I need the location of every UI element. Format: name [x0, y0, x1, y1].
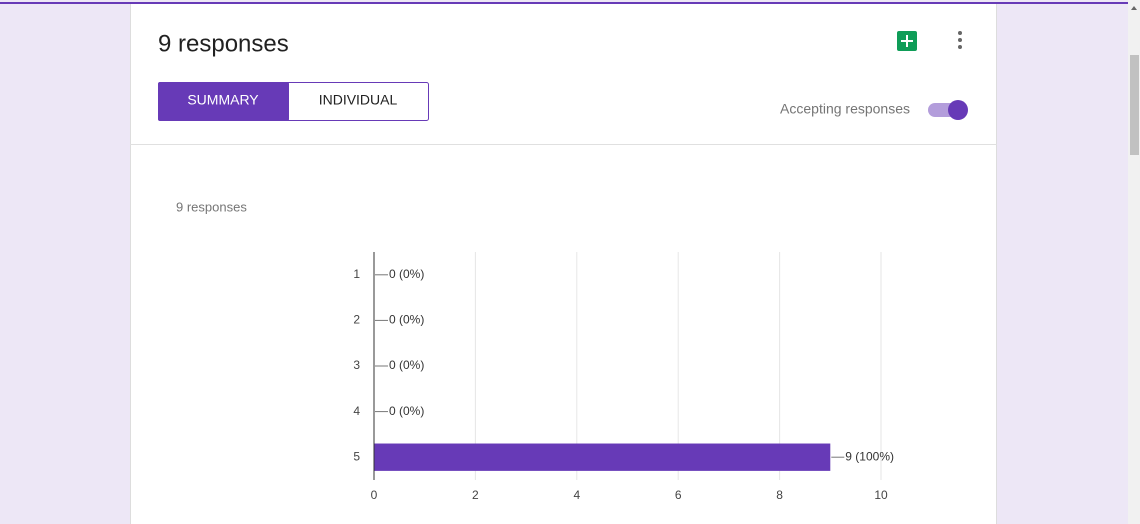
- dot: [958, 38, 962, 42]
- tab-label[interactable]: INDIVIDUAL: [319, 92, 398, 108]
- divider: [130, 144, 997, 145]
- value-label: 0 (0%): [389, 267, 424, 281]
- value-label: 0 (0%): [389, 358, 424, 372]
- y-tick-label: 4: [353, 404, 360, 418]
- summary-tab[interactable]: [158, 82, 289, 121]
- accepting-label: Accepting responses: [780, 101, 910, 117]
- scroll-up[interactable]: [1131, 6, 1137, 10]
- y-tick-label: 5: [353, 449, 360, 463]
- y-tick-label: 3: [353, 358, 360, 372]
- y-tick-label: 2: [353, 313, 360, 327]
- x-tick-label: 0: [371, 488, 378, 502]
- tab-label: SUMMARY: [187, 92, 259, 108]
- scrollbar-thumb[interactable]: [1130, 55, 1139, 155]
- more-menu[interactable]: [958, 31, 962, 49]
- x-tick-label: 2: [472, 488, 479, 502]
- x-tick-label: 10: [874, 488, 888, 502]
- value-label: 0 (0%): [389, 313, 424, 327]
- toggle-knob[interactable]: [948, 100, 968, 120]
- dot: [958, 31, 962, 35]
- x-tick-label: 4: [573, 488, 580, 502]
- x-tick-label: 8: [776, 488, 783, 502]
- y-tick-label: 1: [353, 267, 360, 281]
- dot: [958, 45, 962, 49]
- bar: [374, 443, 831, 471]
- title: 9 responses: [158, 30, 289, 57]
- sheets-icon-line: [901, 40, 913, 42]
- value-label: 0 (0%): [389, 404, 424, 418]
- x-tick-label: 6: [675, 488, 682, 502]
- chart-subtitle: 9 responses: [176, 199, 247, 214]
- card-edge: [996, 4, 997, 524]
- value-label: 9 (100%): [845, 449, 894, 463]
- card-edge: [130, 4, 131, 524]
- top-bar: [0, 2, 1128, 4]
